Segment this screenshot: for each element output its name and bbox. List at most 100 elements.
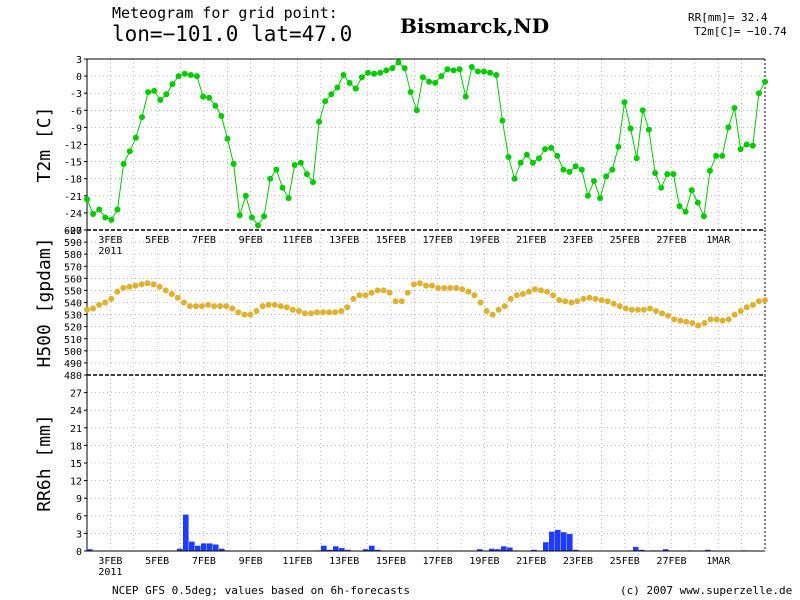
rr-bar (663, 549, 669, 551)
t2m-point (206, 94, 213, 101)
t2m-point (365, 69, 371, 76)
t2m-point (603, 173, 610, 180)
t2m-point (230, 160, 237, 167)
rr-bar (201, 543, 207, 551)
rr-bar (375, 549, 381, 551)
t2m-point (481, 68, 487, 75)
t2m-point (615, 143, 622, 150)
h500-point (301, 310, 308, 317)
t2m-point (713, 152, 720, 159)
h500-point (338, 308, 345, 314)
x-tick-label: 17FEB (423, 556, 453, 567)
rr-bar (321, 545, 327, 551)
h500-point (719, 317, 726, 324)
x-tick-label: 13FEB (329, 556, 359, 567)
t2m-point (132, 134, 139, 141)
rr-bar (363, 549, 369, 551)
x-tick-label: 17FEB (423, 235, 453, 246)
h500-point (665, 312, 672, 319)
h500-point (259, 303, 266, 310)
t2m-point (542, 146, 549, 153)
x-tick-label: 23FEB (563, 556, 593, 567)
rr-bar (219, 548, 225, 551)
h500-point (120, 285, 127, 291)
h500-point (320, 309, 327, 316)
h500-point (525, 288, 532, 295)
t2m-point (444, 66, 451, 73)
t2m-point (279, 184, 286, 191)
h500-point (217, 303, 224, 310)
h500-point (174, 294, 181, 301)
y-tick-label: 24 (70, 406, 82, 417)
h500-point (622, 305, 629, 312)
y-tick-label: -21 (64, 192, 82, 203)
footer-copyright: (c) 2007 www.superzelle.de (620, 584, 793, 597)
y-tick-label: 540 (64, 299, 82, 310)
y-tick-label: 600 (64, 226, 82, 237)
t2m-point (169, 81, 176, 88)
h500-point (647, 305, 653, 312)
t2m-point (236, 212, 243, 219)
h500-point (610, 300, 617, 307)
h500-point (162, 287, 169, 294)
rr-bar (189, 541, 195, 551)
t2m-point (438, 73, 445, 80)
rr-bar (495, 549, 501, 551)
h500-point (416, 280, 423, 287)
t2m-point (645, 126, 652, 133)
x-tick-label: 25FEB (610, 556, 640, 567)
y-tick-label: 480 (64, 371, 82, 382)
t2m-point (688, 187, 695, 194)
rr-bar (501, 546, 507, 551)
x-tick-label: 23FEB (563, 235, 593, 246)
y-tick-label: 580 (64, 250, 82, 261)
h500-point (441, 285, 448, 291)
t2m-point (248, 214, 255, 221)
t2m-point (731, 105, 738, 111)
h500-point (350, 295, 357, 302)
t2m-point (719, 152, 726, 159)
x-tick-label: 11FEB (282, 556, 312, 567)
h500-point (404, 289, 411, 296)
h500-point (659, 310, 666, 317)
t2m-point (523, 151, 530, 158)
h500-point (247, 311, 254, 318)
t2m-point (572, 163, 579, 170)
y-tick-label: 6 (76, 512, 82, 523)
h500-point (653, 308, 659, 314)
h500-point (144, 280, 151, 287)
h500-point (289, 306, 296, 313)
x-tick-label: 19FEB (469, 556, 499, 567)
rr-bar (339, 548, 345, 551)
t2m-point (96, 206, 103, 213)
h500-point (586, 294, 593, 301)
y-tick-label: 570 (64, 262, 82, 273)
x-tick-label: 19FEB (469, 235, 499, 246)
y-tick-label: 490 (64, 359, 82, 370)
t2m-point (493, 72, 500, 78)
x-axis-year-label: 2011 (98, 567, 122, 578)
h500-point (423, 282, 429, 289)
y-tick-label: 3 (76, 55, 82, 66)
t2m-point (554, 152, 561, 159)
rr-bar (177, 548, 183, 551)
h500-point (277, 303, 284, 310)
t2m-point (737, 146, 744, 153)
h500-point (501, 303, 508, 310)
h500-point (114, 288, 121, 295)
y-tick-label: 0 (76, 547, 82, 558)
t2m-point (426, 78, 433, 85)
h500-point (265, 301, 272, 308)
t2m-point (700, 213, 707, 220)
t2m-point (218, 113, 225, 119)
t2m-point (291, 162, 298, 168)
h500-point (102, 299, 109, 306)
y-tick-label: 510 (64, 335, 82, 346)
t2m-point (242, 192, 249, 199)
t2m-point (346, 79, 353, 86)
x-tick-label: 25FEB (610, 235, 640, 246)
y-tick-label: 21 (70, 424, 82, 435)
t2m-point (548, 144, 555, 151)
h500-point (755, 298, 762, 305)
y-tick-label: -3 (70, 89, 82, 100)
